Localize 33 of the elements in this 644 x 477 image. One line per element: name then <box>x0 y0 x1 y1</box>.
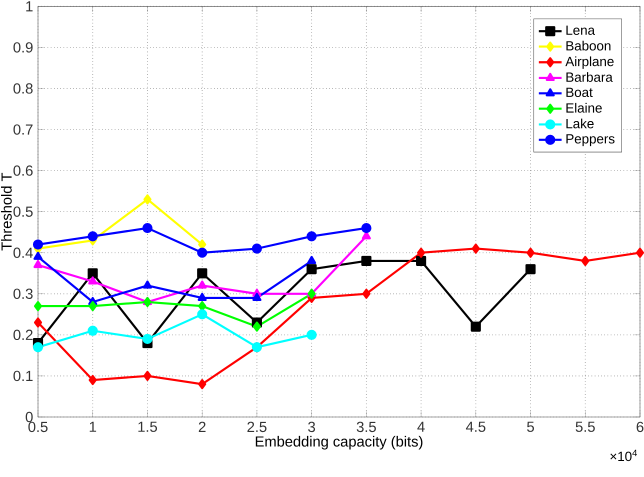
y-tick-label: 0.7 <box>13 124 33 135</box>
legend-label: Lake <box>566 118 594 128</box>
legend-label: Airplane <box>565 56 614 69</box>
y-tick-label: 0 <box>26 412 33 422</box>
x-tick-label: 3 <box>308 422 316 432</box>
x-tick-label: 2.5 <box>247 422 266 432</box>
legend-label: Lena <box>566 26 596 35</box>
legend-label: Boat <box>566 88 593 98</box>
y-tick-label: 0.2 <box>13 330 33 340</box>
x-axis-title: Embedding capacity (bits) <box>256 436 422 450</box>
x-tick-label: 2 <box>198 422 206 432</box>
x-tick-label: 4.5 <box>466 422 486 432</box>
x-tick-label: 6 <box>636 422 644 432</box>
y-tick-label: 1 <box>26 1 33 12</box>
x-tick-label: 4 <box>417 422 425 432</box>
x-tick-label: 1 <box>90 422 96 432</box>
y-tick-label: 0.1 <box>13 370 33 382</box>
x-tick-label: 1.5 <box>138 422 158 432</box>
x-tick-label: 5.5 <box>576 422 595 432</box>
legend-label: Barbara <box>566 72 613 82</box>
y-tick-label: 0.6 <box>13 165 33 176</box>
text: ×10$^{4}$ <box>610 450 638 462</box>
y-tick-label: 0.8 <box>13 83 33 94</box>
y-tick-label: 0.3 <box>13 288 33 299</box>
y-tick-label: 0.5 <box>13 206 33 217</box>
x-tick-label: 5 <box>527 422 534 432</box>
legend-label: Peppers <box>566 134 615 146</box>
x-tick-label: 3.5 <box>356 422 376 432</box>
y-tick-label: 0.4 <box>13 248 33 258</box>
y-axis-title: Threshold T <box>0 172 12 250</box>
legend-label: Baboon <box>566 40 610 51</box>
y-tick-label: 0.9 <box>13 42 33 53</box>
legend-label: Elaine <box>566 102 602 113</box>
